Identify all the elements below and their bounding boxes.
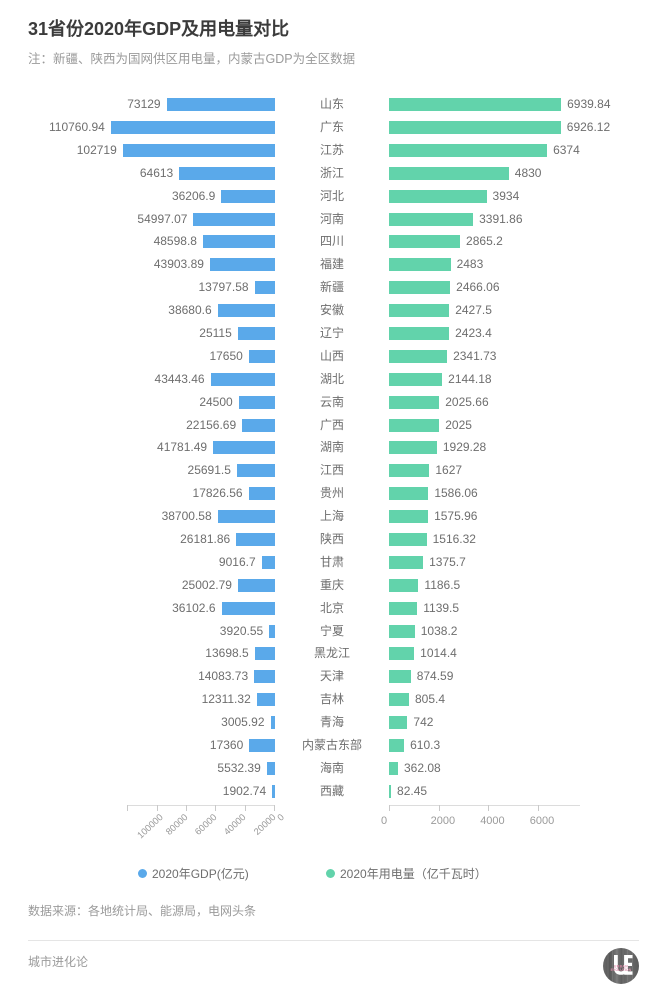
svg-text:EVOLUTION: EVOLUTION [611,968,632,972]
